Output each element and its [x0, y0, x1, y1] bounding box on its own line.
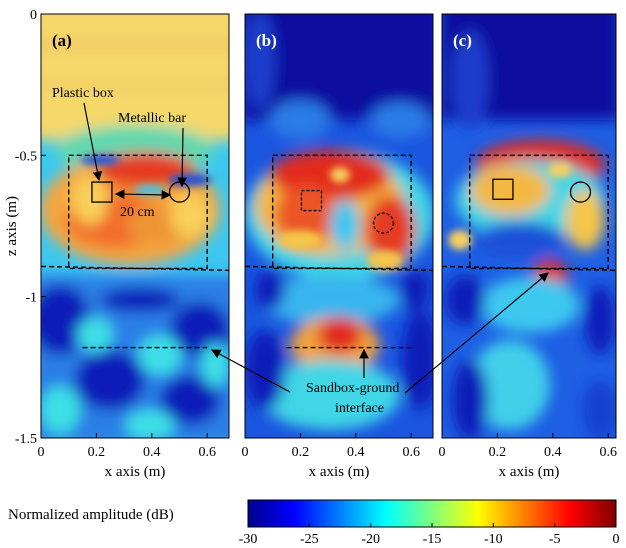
x-tick-label: 0.4 [544, 445, 562, 460]
panel-c-label: (c) [453, 31, 472, 50]
metallic-bar-marker [569, 181, 592, 203]
colorbar-tick-label: -20 [361, 532, 380, 547]
metallic-bar-arrow [177, 127, 187, 188]
ground-surface-line [441, 265, 617, 272]
plastic-box-marker [300, 189, 323, 212]
x-tick-label: 0 [439, 445, 446, 460]
colorbar-tick-label: -5 [549, 532, 561, 547]
interface-label-line1: Sandbox-ground [306, 381, 399, 396]
x-tick-label: 0.2 [292, 445, 310, 460]
x-tick-label: 0.6 [402, 445, 420, 460]
colorbar: Normalized amplitude (dB) -30 -25 -20 -15 -1… [8, 499, 620, 547]
panel-c-frame [441, 13, 617, 439]
x-axis-label-c: x axis (m) [499, 464, 560, 480]
axes: z axis (m) x axis (m) x axis (m) x axis … [4, 8, 617, 480]
plastic-box-marker [492, 178, 514, 200]
panel-a-heatmap [41, 14, 229, 438]
plastic-box-arrow [83, 102, 103, 182]
panel-a-frame [40, 13, 230, 439]
colorbar-tick-label: -25 [300, 532, 319, 547]
y-tick-label: -0.5 [15, 149, 37, 164]
panel-b-heatmap [245, 14, 433, 438]
panel-a: (a) Plastic box Metallic bar 20 cm [40, 13, 230, 439]
y-tick-label: 0 [30, 8, 37, 23]
colorbar-tick-label: -10 [484, 532, 503, 547]
colorbar-tick-label: -15 [423, 532, 442, 547]
interface-arrow-c [404, 272, 549, 394]
metallic-bar-marker [372, 212, 395, 234]
plastic-box-label: Plastic box [52, 86, 114, 101]
plastic-box-marker [91, 181, 113, 203]
x-tick-label: 0.4 [143, 445, 161, 460]
panel-b-overlays [244, 154, 434, 349]
y-tick-label: -1 [25, 291, 37, 306]
ground-surface-line [40, 265, 230, 272]
colorbar-label: Normalized amplitude (dB) [8, 507, 174, 523]
interface-arrow-a [210, 349, 291, 393]
panel-b-frame [244, 13, 434, 439]
x-tick-label: 0 [242, 445, 249, 460]
x-tick-label: 0.4 [347, 445, 365, 460]
panel-c-overlays [441, 154, 617, 272]
colorbar-gradient [247, 499, 617, 528]
metallic-bar-label: Metallic bar [118, 111, 186, 126]
x-tick-label: 0.2 [88, 445, 106, 460]
x-tick-label: 0.6 [198, 445, 216, 460]
distance-arrow [114, 189, 172, 200]
ground-surface-line [244, 265, 434, 272]
panel-b-label: (b) [256, 31, 277, 50]
colorbar-tick-label: -30 [239, 532, 258, 547]
x-axis-label-a: x axis (m) [105, 464, 166, 480]
interface-label-line2: interface [335, 401, 384, 416]
colorbar-tick-label: 0 [613, 532, 620, 547]
colorbar-ticks: -30 -25 -20 -15 -10 -5 0 [239, 523, 620, 547]
x-tick-label: 0.6 [599, 445, 617, 460]
panel-c: (c) [441, 13, 617, 439]
panel-c-heatmap [442, 14, 616, 438]
y-axis-label: z axis (m) [4, 196, 20, 256]
x-tick-label: 0 [38, 445, 45, 460]
distance-label: 20 cm [120, 205, 155, 220]
panel-a-label: (a) [52, 31, 72, 50]
panel-b: (b) Sandbox-ground interface [244, 13, 434, 439]
x-axis-label-b: x axis (m) [309, 464, 370, 480]
y-tick-label: -1.5 [15, 432, 37, 447]
x-tick-label: 0.2 [489, 445, 507, 460]
